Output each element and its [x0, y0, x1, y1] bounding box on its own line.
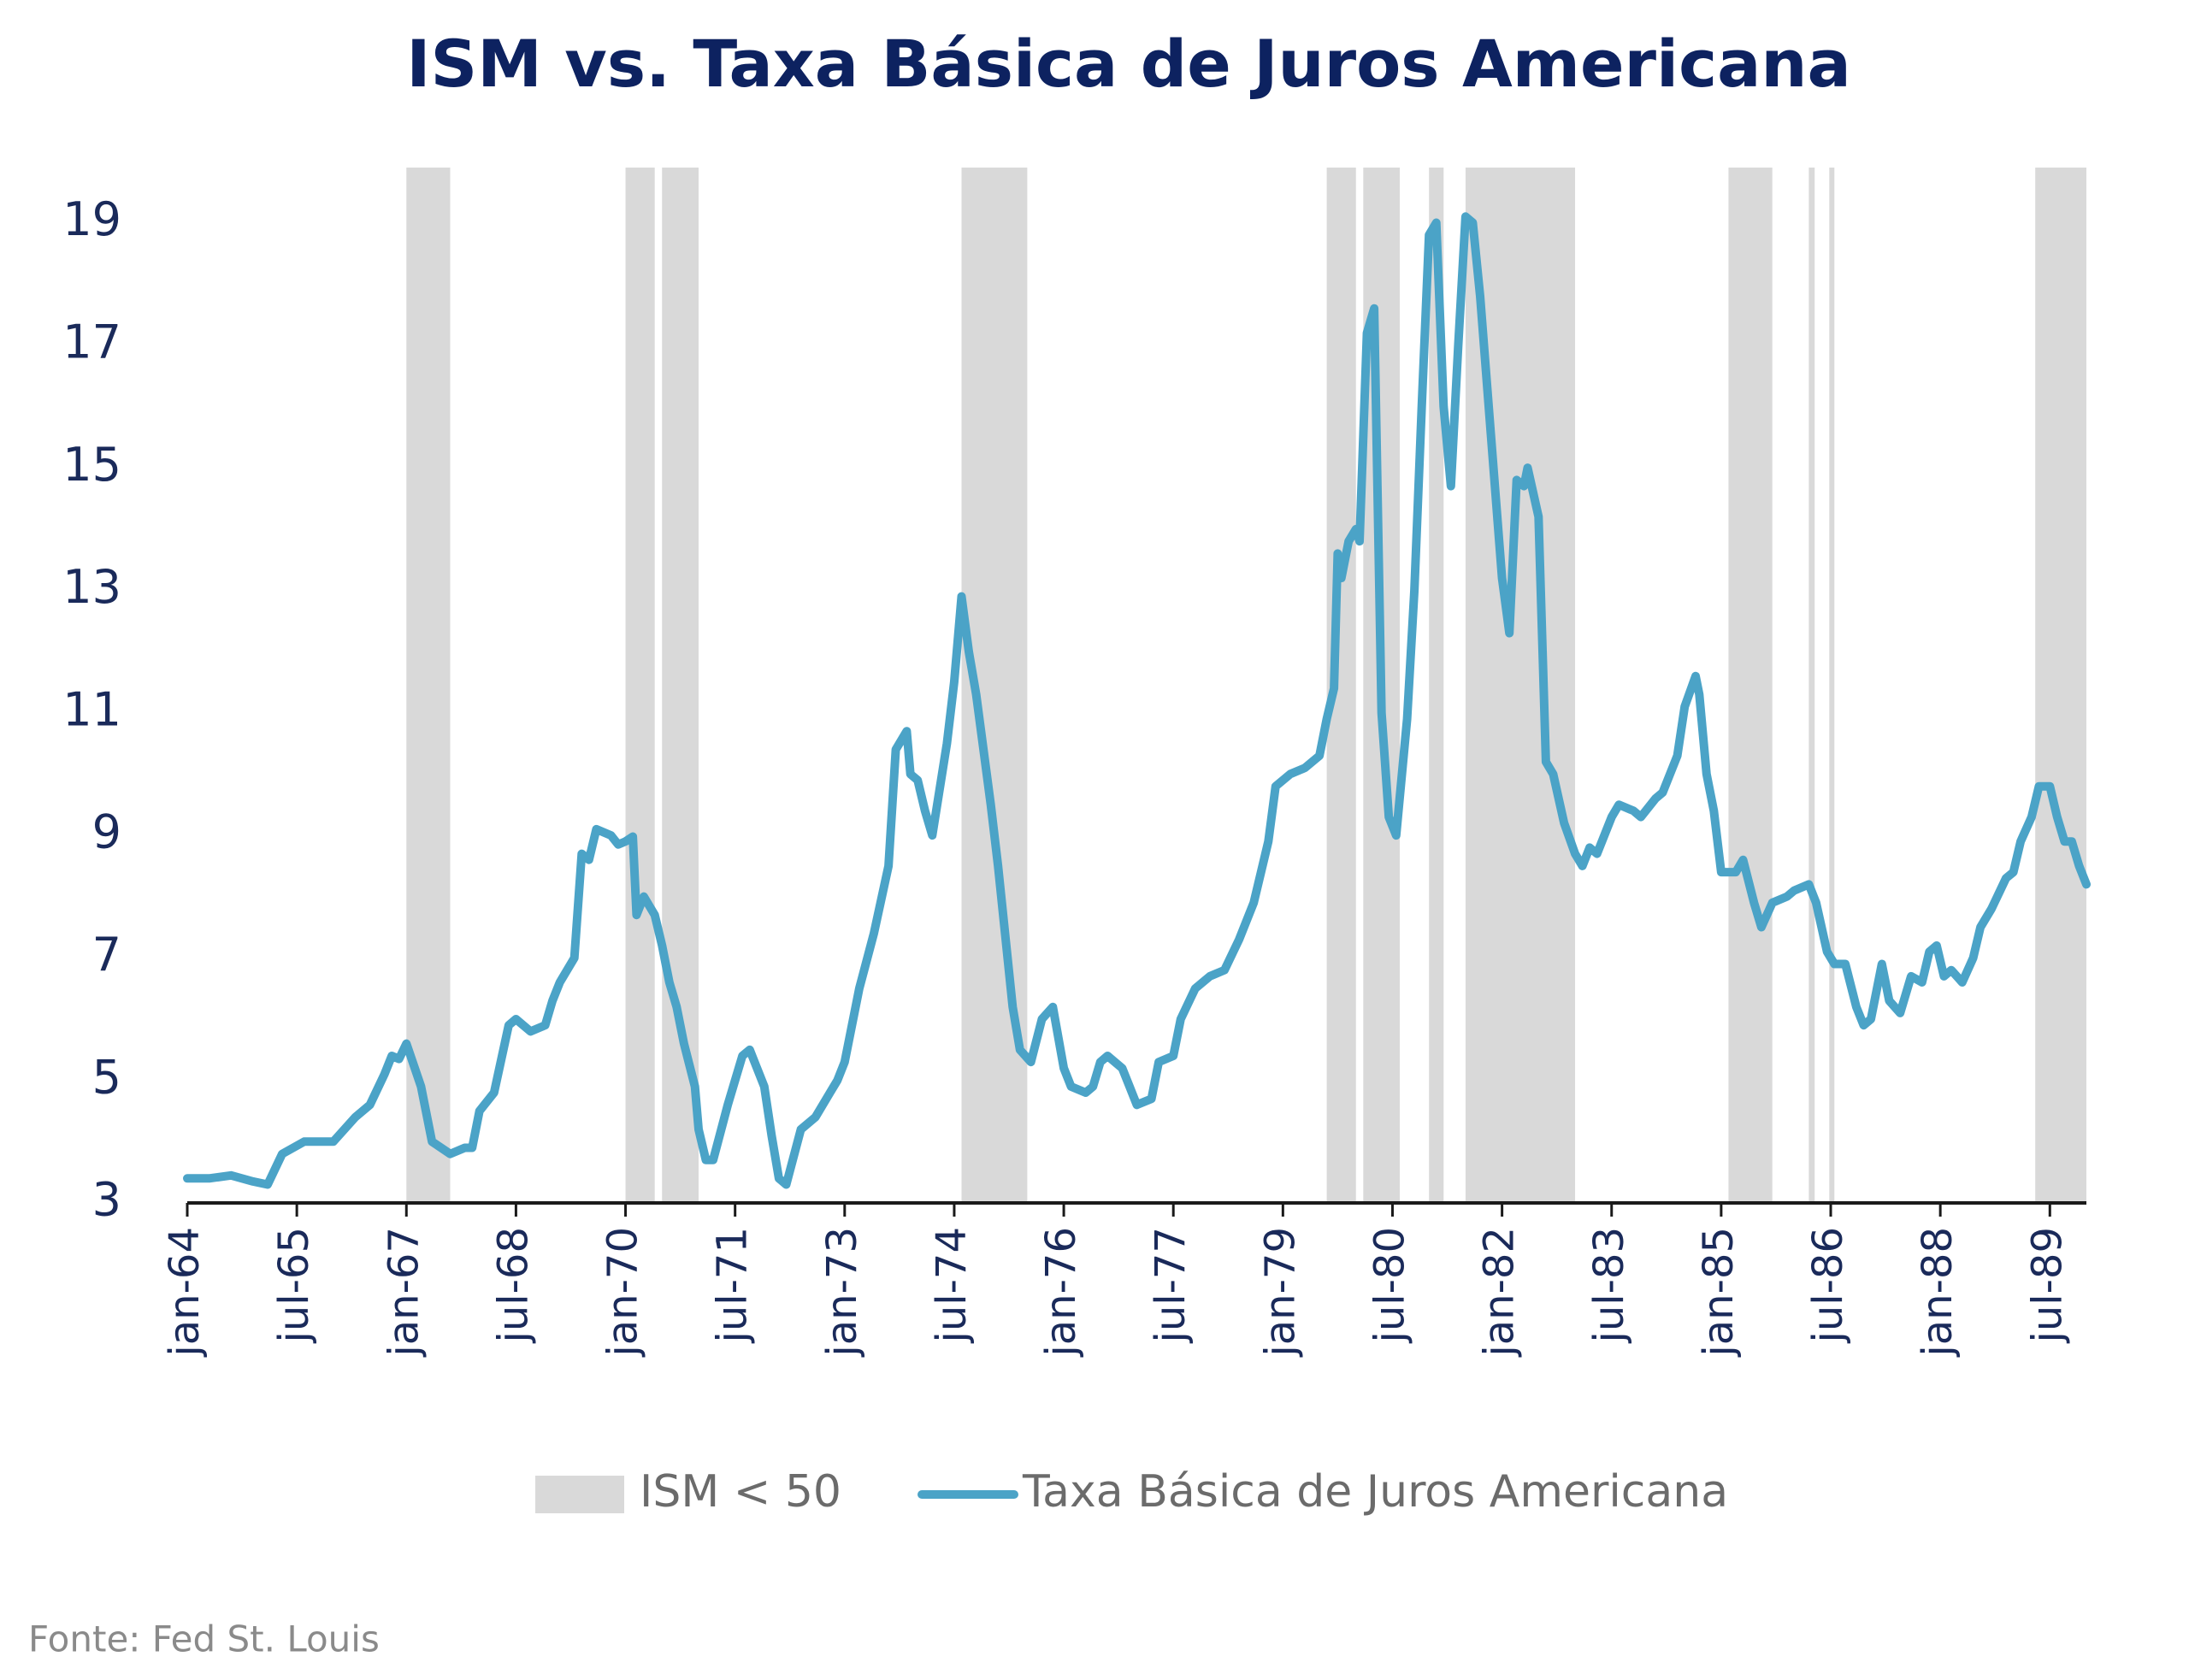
y-tick-label: 13: [62, 560, 121, 614]
y-tick-label: 5: [92, 1050, 121, 1104]
x-tick-label: jan-70: [599, 1227, 647, 1358]
ism-band: [625, 168, 655, 1203]
ism-band: [1429, 168, 1444, 1203]
x-tick-label: jan-88: [1914, 1227, 1962, 1358]
x-tick-label: jul-68: [489, 1227, 537, 1344]
ism-band: [406, 168, 451, 1203]
y-tick-label: 11: [62, 682, 121, 736]
x-tick-label: jan-76: [1037, 1227, 1085, 1358]
x-tick-label: jan-82: [1476, 1227, 1524, 1358]
x-tick-label: jul-71: [709, 1227, 757, 1344]
x-tick-label: jul-77: [1147, 1227, 1195, 1344]
x-tick-label: jan-64: [161, 1227, 209, 1358]
x-tick-label: jul-80: [1366, 1227, 1413, 1344]
rate-line: [183, 212, 2091, 1189]
x-tick-label: jul-83: [1585, 1227, 1633, 1344]
y-tick-label: 19: [62, 192, 121, 246]
x-tick-label: jan-79: [1256, 1227, 1304, 1358]
y-tick-label: 15: [62, 438, 121, 492]
legend-label: ISM < 50: [640, 1466, 841, 1518]
y-tick-label: 3: [92, 1173, 121, 1227]
y-tick-label: 9: [92, 805, 121, 859]
x-tick-label: jul-65: [270, 1227, 318, 1344]
ism-band: [1829, 168, 1835, 1203]
ism-band: [1728, 168, 1773, 1203]
chart-title: ISM vs. Taxa Básica de Juros Americana: [406, 26, 1851, 102]
legend-swatch-band: [535, 1476, 624, 1513]
x-tick-label: jul-86: [1804, 1227, 1852, 1344]
x-tick-label: jan-67: [380, 1227, 428, 1358]
x-tick-label: jul-89: [2023, 1227, 2071, 1344]
x-tick-label: jan-85: [1695, 1227, 1743, 1358]
x-tick-label: jul-74: [928, 1227, 976, 1344]
ism-band: [662, 168, 699, 1203]
source-note: Fonte: Fed St. Louis: [28, 1618, 380, 1660]
ism-band: [2035, 168, 2086, 1203]
y-tick-label: 17: [62, 315, 121, 368]
legend-label: Taxa Básica de Juros Americana: [1022, 1466, 1728, 1518]
x-tick-label: jan-73: [818, 1227, 866, 1358]
y-tick-label: 7: [92, 928, 121, 981]
ism-band: [1808, 168, 1815, 1203]
